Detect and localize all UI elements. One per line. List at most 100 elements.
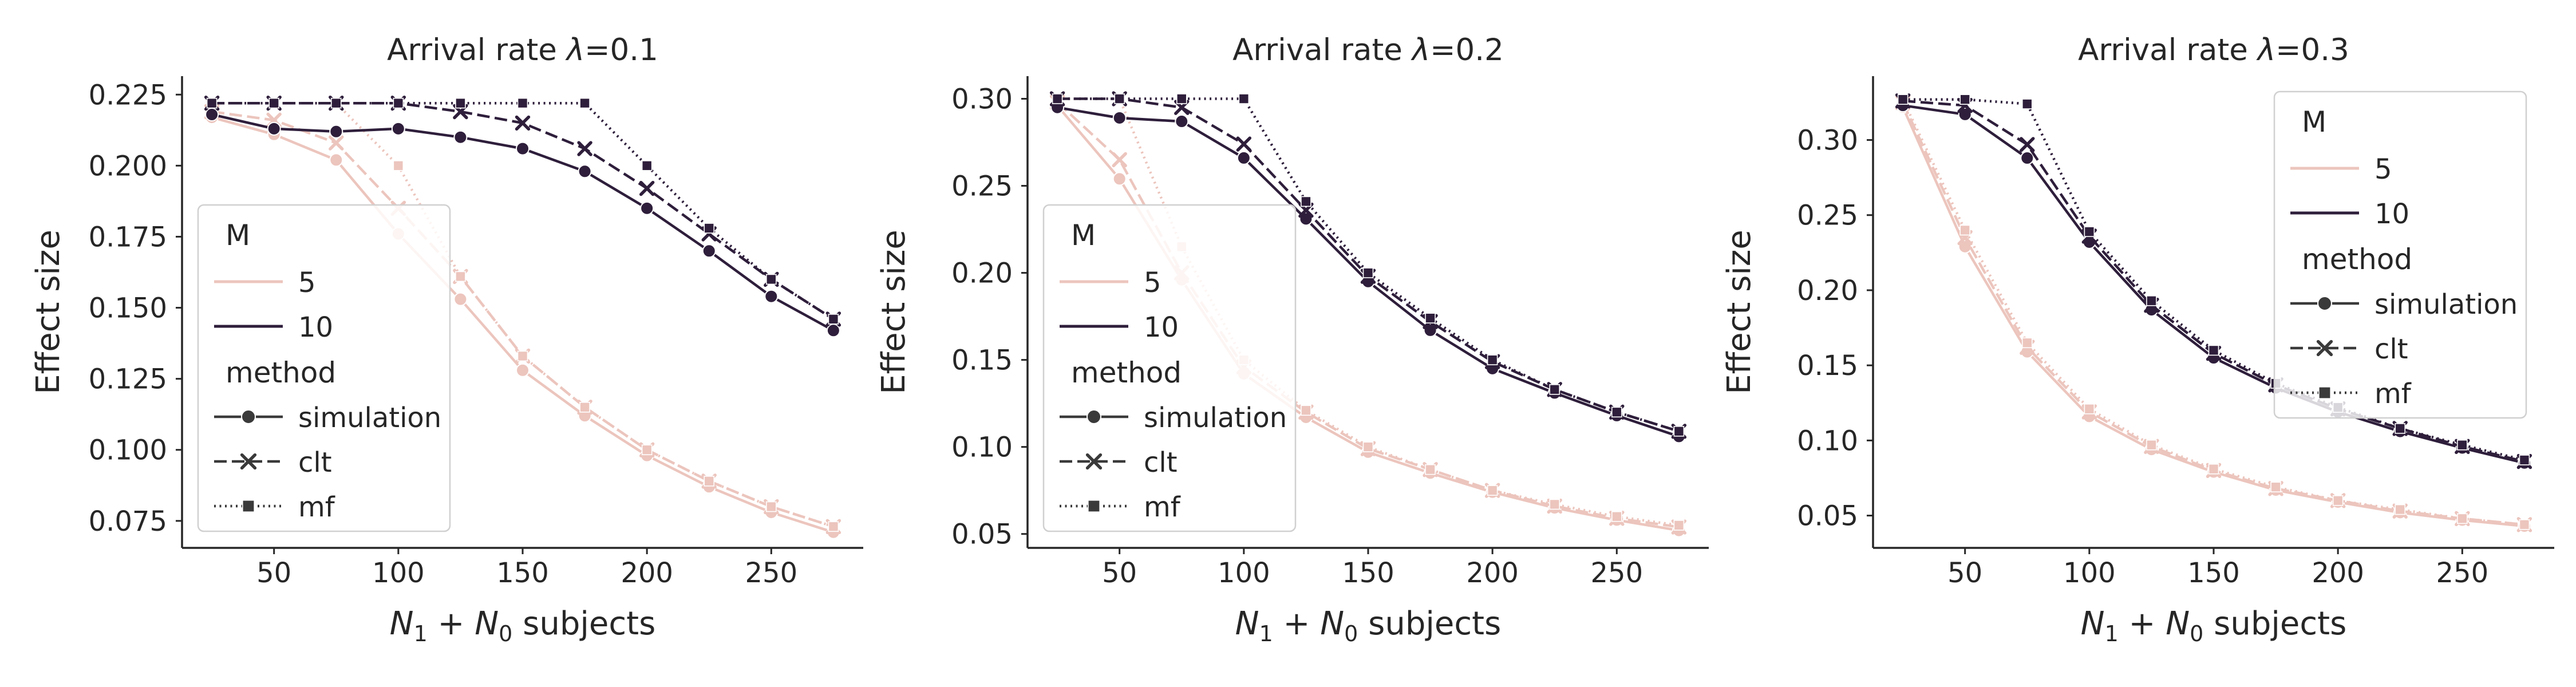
xlabel-n1: N <box>390 605 414 642</box>
chart-title: Arrival rate λ=0.1 <box>387 33 658 68</box>
xlabel-rest: subjects <box>512 605 655 642</box>
data-point <box>579 401 590 413</box>
data-point <box>206 97 218 109</box>
legend-label-mf[interactable]: mf <box>298 491 335 523</box>
legend-label-simulation[interactable]: simulation <box>2374 289 2518 321</box>
title-suffix: =0.3 <box>2275 33 2349 68</box>
data-point <box>1236 151 1251 165</box>
data-point <box>1549 384 1560 395</box>
legend-marker-clt <box>2316 339 2333 357</box>
title-prefix: Arrival rate <box>2078 33 2258 68</box>
legend-marker-mf <box>242 499 255 512</box>
data-point <box>2457 439 2468 451</box>
legend-title-m: M <box>2302 105 2326 139</box>
legend-label-clt[interactable]: clt <box>298 447 332 479</box>
data-point <box>2519 519 2530 530</box>
y-tick-label: 0.10 <box>951 432 1013 464</box>
y-tick-label: 0.15 <box>951 345 1013 377</box>
chart-title: Arrival rate λ=0.2 <box>1232 33 1504 68</box>
data-point <box>393 160 404 171</box>
data-point <box>1673 520 1685 531</box>
chart-title: Arrival rate λ=0.3 <box>2078 33 2349 68</box>
data-point <box>2020 151 2034 165</box>
x-tick-label: 50 <box>1102 557 1137 589</box>
y-tick-label: 0.30 <box>1797 125 1858 157</box>
y-axis-label: Effect size <box>875 230 912 394</box>
data-point <box>2146 439 2157 451</box>
legend-label-simulation[interactable]: simulation <box>1144 402 1287 434</box>
legend-label-m5[interactable]: 5 <box>2374 153 2392 185</box>
x-tick-label: 100 <box>372 557 425 589</box>
xlabel-plus: + <box>1273 605 1321 642</box>
data-point <box>1112 110 1127 125</box>
x-tick-label: 50 <box>1947 557 1982 589</box>
legend-label-m5[interactable]: 5 <box>1144 267 1161 299</box>
data-point <box>268 97 279 109</box>
xlabel-rest: subjects <box>1358 605 1501 642</box>
data-point <box>641 160 653 171</box>
title-prefix: Arrival rate <box>387 33 567 68</box>
data-point <box>1423 323 1437 337</box>
y-tick-label: 0.125 <box>89 364 167 396</box>
series-line <box>1057 97 1680 433</box>
legend-label-m10[interactable]: 10 <box>298 311 333 344</box>
legend-box <box>197 204 451 532</box>
legend-label-mf[interactable]: mf <box>1144 491 1181 523</box>
xlabel-n0: N <box>475 605 499 642</box>
y-axis-label: Effect size <box>30 230 67 394</box>
data-point <box>2020 137 2035 152</box>
data-point <box>1299 212 1313 226</box>
series-m10-mf <box>1052 93 1685 437</box>
legend-label-m10[interactable]: 10 <box>1144 311 1179 344</box>
data-point <box>640 201 654 215</box>
x-tick-label: 150 <box>496 557 549 589</box>
data-point <box>329 153 343 167</box>
data-point <box>329 124 343 139</box>
legend-label-clt[interactable]: clt <box>1144 447 1178 479</box>
data-point <box>1958 107 1972 121</box>
legend-marker-clt <box>240 453 257 470</box>
y-tick-label: 0.075 <box>89 506 167 538</box>
y-tick-label: 0.30 <box>951 84 1013 116</box>
legend-label-simulation[interactable]: simulation <box>298 402 441 434</box>
chart-panel-1: 50 100 150 200 2500.0750.1000.1250.1500.1750… <box>30 33 863 646</box>
data-point <box>577 141 592 156</box>
legend-label-m10[interactable]: 10 <box>2374 198 2409 230</box>
data-point <box>766 274 777 285</box>
data-point <box>2395 504 2406 515</box>
data-point <box>516 141 530 156</box>
data-point <box>704 476 715 487</box>
data-point <box>1487 354 1498 365</box>
x-tick-label: 200 <box>2312 557 2364 589</box>
x-tick-label: 200 <box>621 557 673 589</box>
xlabel-rest: subjects <box>2203 605 2346 642</box>
legend-marker-clt <box>1085 453 1103 470</box>
data-point <box>453 130 468 144</box>
legend-label-m5[interactable]: 5 <box>298 267 316 299</box>
data-point <box>578 164 592 179</box>
legend-marker-mf <box>1088 499 1101 512</box>
series-line <box>1057 97 1680 527</box>
y-tick-label: 0.100 <box>89 435 167 467</box>
x-tick-label: 100 <box>1218 557 1270 589</box>
data-point <box>2457 513 2468 524</box>
data-point <box>329 135 344 151</box>
legend-label-clt[interactable]: clt <box>2374 333 2408 365</box>
x-tick-label: 250 <box>745 557 797 589</box>
title-symbol: λ <box>2256 33 2275 68</box>
data-point <box>2519 455 2530 465</box>
y-tick-label: 0.25 <box>1797 200 1858 232</box>
y-tick-label: 0.05 <box>951 519 1013 551</box>
data-point <box>517 350 528 362</box>
data-point <box>205 108 219 122</box>
title-suffix: =0.1 <box>584 33 658 68</box>
x-axis-label: N1 + N0 subjects <box>1235 605 1502 646</box>
legend-label-mf[interactable]: mf <box>2374 378 2412 410</box>
data-point <box>453 292 468 306</box>
xlabel-sub1: 1 <box>414 621 428 646</box>
data-point <box>1175 114 1189 129</box>
